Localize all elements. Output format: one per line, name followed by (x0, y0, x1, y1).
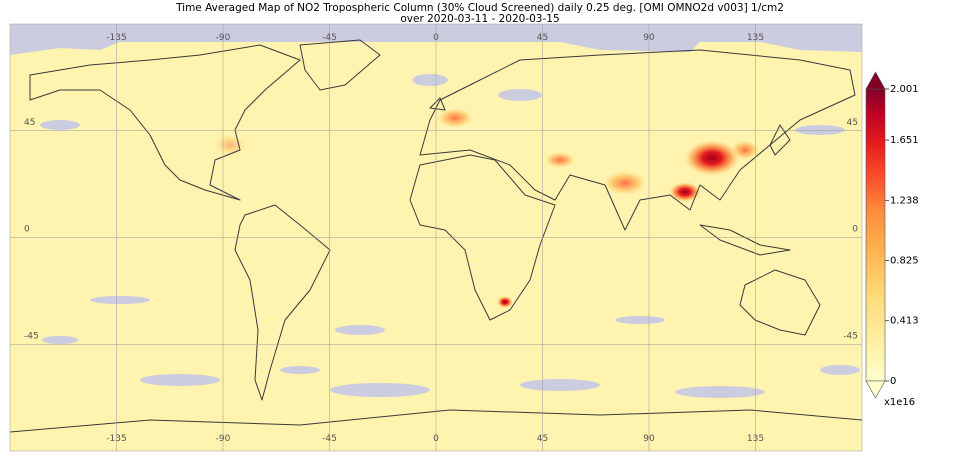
colorbar-tick-label: 0 (890, 376, 896, 387)
colorbar-tick-label: 1.651 (890, 135, 919, 146)
lon-label-bottom: 45 (537, 434, 548, 444)
colorbar-under-arrow (865, 380, 886, 399)
lon-label-top: -90 (216, 33, 231, 43)
colorbar (865, 88, 886, 382)
colorbar-tick-label: 0.413 (890, 316, 919, 327)
lon-label-bottom: -45 (322, 434, 337, 444)
lat-label-right: 0 (852, 225, 858, 235)
colorbar-over-arrow (865, 71, 886, 90)
colorbar-ticks: 0 0.413 0.825 1.238 1.651 2.001 (885, 84, 919, 387)
graticule: -135 -135 -90 -90 -45 -45 0 0 45 45 90 90 135 135 45 45… (10, 24, 862, 451)
lon-label-top: 90 (643, 33, 655, 43)
title: Time Averaged Map of NO2 Tropospheric Co… (175, 2, 784, 14)
lat-label-left: 0 (24, 225, 30, 235)
lon-label-top: -135 (106, 33, 126, 43)
subtitle: over 2020-03-11 - 2020-03-15 (400, 13, 559, 25)
lon-label-top: 0 (433, 33, 439, 43)
lat-label-left: 45 (24, 118, 35, 128)
lon-label-top: 45 (537, 33, 548, 43)
lat-label-right: 45 (847, 118, 858, 128)
coastlines (10, 39, 862, 433)
lon-label-bottom: -135 (106, 434, 126, 444)
lon-label-bottom: 90 (643, 434, 655, 444)
lat-label-left: -45 (24, 331, 39, 341)
lat-label-right: -45 (843, 331, 858, 341)
colorbar-multiplier: x1e16 (884, 397, 915, 408)
lon-label-top: -45 (322, 33, 337, 43)
no2-hotspots (214, 108, 759, 308)
lon-label-bottom: 0 (433, 434, 439, 444)
lon-label-top: 135 (747, 33, 764, 43)
colorbar-tick-label: 1.238 (890, 195, 919, 206)
lon-label-bottom: 135 (747, 434, 764, 444)
colorbar-tick-label: 0.825 (890, 256, 919, 267)
colorbar-tick-label: 2.001 (890, 84, 919, 95)
lon-label-bottom: -90 (216, 434, 231, 444)
